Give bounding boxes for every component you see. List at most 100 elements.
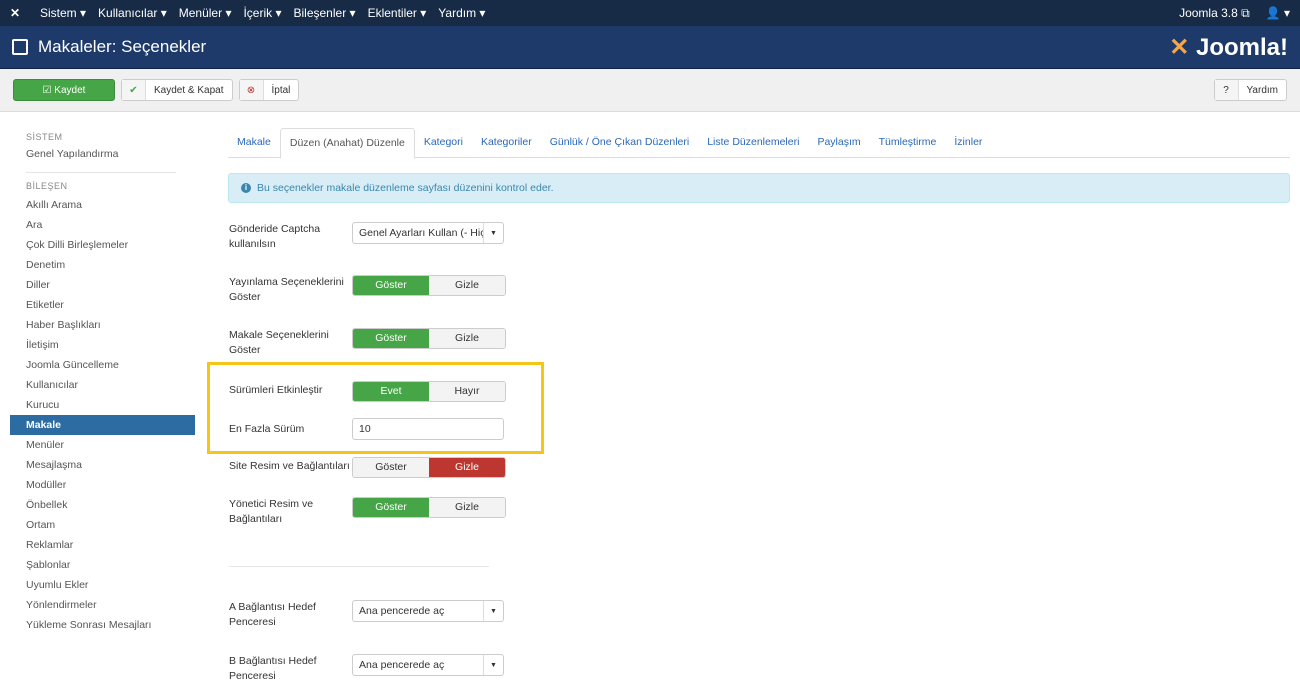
tab[interactable]: Günlük / Öne Çıkan Düzenleri	[549, 136, 690, 148]
sidebar-item[interactable]: Ortam	[26, 519, 56, 531]
top-menu-bar: ✕ Sistem ▾ Kullanıcılar ▾ Menüler ▾ İçer…	[0, 0, 1300, 26]
tab[interactable]: Paylaşım	[817, 136, 861, 148]
tab[interactable]: İzinler	[954, 136, 983, 148]
article-options-label: Makale Seçeneklerini Göster	[229, 329, 329, 356]
link-a-select[interactable]: Ana pencerede aç ▼	[352, 600, 504, 622]
sidebar: SİSTEM Genel Yapılandırma BİLEŞEN Akıllı…	[10, 130, 195, 635]
show-option[interactable]: Göster	[353, 498, 429, 517]
sidebar-item[interactable]: Uyumlu Ekler	[26, 579, 89, 591]
show-option[interactable]: Göster	[353, 458, 429, 477]
chevron-down-icon: ▼	[483, 655, 503, 675]
sidebar-item[interactable]: Modüller	[26, 479, 67, 491]
site-version-link[interactable]: Joomla 3.8 ⧉	[1179, 5, 1250, 20]
no-option[interactable]: Hayır	[429, 382, 505, 401]
tab[interactable]: Düzen (Anahat) Düzenle	[279, 128, 415, 159]
tab[interactable]: Kategori	[423, 136, 463, 148]
toolbar: ☑ Kaydet ✔ Kaydet & Kapat ⊗ İptal ? Yardım	[0, 69, 1300, 112]
options-icon	[12, 39, 28, 55]
sidebar-item[interactable]: Makale	[10, 415, 195, 435]
menu-sistem[interactable]: Sistem ▾	[40, 6, 87, 20]
hide-option[interactable]: Gizle	[429, 329, 505, 348]
sidebar-item[interactable]: Kullanıcılar	[26, 379, 78, 391]
sidebar-item[interactable]: Yönlendirmeler	[26, 599, 97, 611]
hide-option[interactable]: Gizle	[429, 498, 505, 517]
check-icon: ✔	[122, 80, 146, 100]
menu-kullanicilar[interactable]: Kullanıcılar ▾	[98, 6, 167, 20]
joomla-brand-logo: ✕ Joomla!	[1169, 33, 1288, 61]
menu-icerik[interactable]: İçerik ▾	[243, 6, 282, 20]
joomla-logo-icon[interactable]: ✕	[10, 6, 21, 20]
info-icon: i	[241, 183, 251, 193]
tab[interactable]: Kategoriler	[480, 136, 532, 148]
captcha-label: Gönderide Captcha kullanılsın	[229, 223, 321, 250]
hide-option[interactable]: Gizle	[429, 458, 505, 477]
sidebar-item[interactable]: Reklamlar	[26, 539, 74, 551]
tab[interactable]: Makale	[237, 136, 271, 148]
page-header: Makaleler: Seçenekler ✕ Joomla!	[0, 26, 1300, 69]
admin-images-label: Yönetici Resim ve Bağlantıları	[229, 498, 314, 525]
sidebar-item[interactable]: Şablonlar	[26, 559, 71, 571]
publishing-toggle[interactable]: Göster Gizle	[352, 275, 506, 296]
sidebar-item-global-config[interactable]: Genel Yapılandırma	[26, 148, 119, 160]
sidebar-item[interactable]: Denetim	[26, 259, 66, 271]
max-versions-row: En Fazla Sürüm 10	[229, 418, 504, 440]
yes-option[interactable]: Evet	[353, 382, 429, 401]
tab[interactable]: Liste Düzenlemeleri	[707, 136, 800, 148]
versions-toggle[interactable]: Evet Hayır	[352, 381, 506, 402]
versions-label: Sürümleri Etkinleştir	[229, 384, 323, 396]
sidebar-heading-component: BİLEŞEN	[26, 181, 68, 191]
captcha-select[interactable]: Genel Ayarları Kullan (- Hiçbi...▼	[352, 222, 504, 244]
site-images-label: Site Resim ve Bağlantıları	[229, 460, 350, 472]
publishing-row: Yayınlama Seçeneklerini Göster Göster Giz…	[229, 275, 506, 305]
sidebar-item[interactable]: Yükleme Sonrası Mesajları	[26, 619, 152, 631]
save-close-button[interactable]: ✔ Kaydet & Kapat	[121, 79, 233, 101]
info-alert: i Bu seçenekler makale düzenleme sayfası…	[228, 173, 1290, 203]
divider	[26, 172, 176, 173]
admin-images-row: Yönetici Resim ve Bağlantıları Göster Giz…	[229, 497, 506, 527]
edit-icon: ☑	[42, 84, 55, 96]
admin-images-toggle[interactable]: Göster Gizle	[352, 497, 506, 518]
publishing-label: Yayınlama Seçeneklerini Göster	[229, 276, 344, 303]
page-title: Makaleler: Seçenekler	[38, 37, 207, 56]
link-b-select[interactable]: Ana pencerede aç ▼	[352, 654, 504, 676]
captcha-row: Gönderide Captcha kullanılsın Genel Ayar…	[229, 222, 504, 252]
chevron-down-icon: ▼	[483, 223, 503, 243]
sidebar-heading-system: SİSTEM	[26, 132, 63, 142]
menu-bilesenler[interactable]: Bileşenler ▾	[293, 6, 356, 20]
site-images-row: Site Resim ve Bağlantıları Göster Gizle	[229, 457, 506, 478]
max-versions-input[interactable]: 10	[352, 418, 504, 440]
sidebar-item[interactable]: Menüler	[26, 439, 64, 451]
sidebar-item[interactable]: Akıllı Arama	[26, 199, 83, 211]
sidebar-item[interactable]: Etiketler	[26, 299, 64, 311]
sidebar-item[interactable]: Mesajlaşma	[26, 459, 83, 471]
show-option[interactable]: Göster	[353, 329, 429, 348]
show-option[interactable]: Göster	[353, 276, 429, 295]
menu-eklentiler[interactable]: Eklentiler ▾	[367, 6, 427, 20]
cancel-button[interactable]: ⊗ İptal	[238, 79, 300, 101]
article-options-row: Makale Seçeneklerini Göster Göster Gizle	[229, 328, 506, 358]
divider	[229, 566, 489, 567]
help-button[interactable]: ? Yardım	[1213, 79, 1287, 101]
max-versions-label: En Fazla Sürüm	[229, 423, 305, 435]
sidebar-item[interactable]: Kurucu	[26, 399, 60, 411]
article-options-toggle[interactable]: Göster Gizle	[352, 328, 506, 349]
hide-option[interactable]: Gizle	[429, 276, 505, 295]
sidebar-item[interactable]: Çok Dilli Birleşlemeler	[26, 239, 129, 251]
chevron-down-icon: ▼	[483, 601, 503, 621]
sidebar-item[interactable]: Diller	[26, 279, 50, 291]
sidebar-item[interactable]: Haber Başlıkları	[26, 319, 101, 331]
cancel-icon: ⊗	[239, 80, 264, 100]
sidebar-item[interactable]: Önbellek	[26, 499, 68, 511]
site-images-toggle[interactable]: Göster Gizle	[352, 457, 506, 478]
link-a-row: A Bağlantısı Hedef Penceresi Ana pencere…	[229, 600, 504, 630]
sidebar-item[interactable]: Joomla Güncelleme	[26, 359, 119, 371]
user-menu[interactable]: 👤 ▾	[1265, 5, 1290, 20]
sidebar-item[interactable]: İletişim	[26, 339, 59, 351]
tab[interactable]: Tümleştirme	[878, 136, 937, 148]
menu-yardim[interactable]: Yardım ▾	[438, 6, 486, 20]
highlight-box	[207, 362, 544, 454]
save-button[interactable]: ☑ Kaydet	[13, 79, 115, 101]
menu-menuler[interactable]: Menüler ▾	[178, 6, 232, 20]
sidebar-item[interactable]: Ara	[26, 219, 43, 231]
versions-row: Sürümleri Etkinleştir Evet Hayır	[229, 381, 506, 402]
